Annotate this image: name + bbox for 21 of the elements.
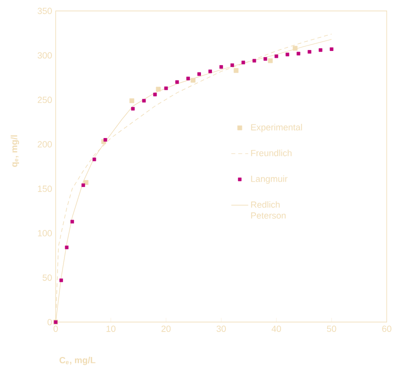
x-tick-label: 40 [272,325,281,332]
y-tick-label: 300 [38,52,52,58]
legend-label: Langmuir [251,175,288,184]
legend-label: Redlich Peterson [251,201,286,218]
legend-label: Experimental [251,124,302,132]
legend-label: Freundlich [251,149,292,156]
y-tick-label: 350 [38,8,52,14]
y-tick-label: 100 [38,230,52,236]
x-axis-title: C$_{e}$, mg/L [60,356,96,365]
x-tick-label: 10 [106,325,116,332]
x-tick-label: 60 [382,325,392,332]
y-axis-title: q$_{e}$, mg/l [10,135,20,167]
x-tick-label: 50 [326,325,336,332]
x-tick-label: 30 [216,325,226,332]
x-tick-label: 20 [162,325,171,332]
y-tick-label: 50 [42,274,52,281]
y-tick-label: 250 [38,96,52,103]
y-tick-label: 0 [48,318,52,326]
y-tick-label: 200 [38,140,52,148]
x-tick-label: 0 [54,325,58,332]
y-tick-label: 150 [38,185,52,192]
